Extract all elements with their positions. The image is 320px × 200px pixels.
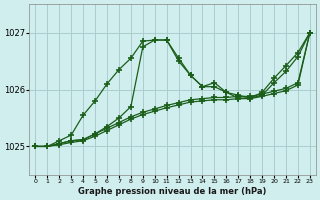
X-axis label: Graphe pression niveau de la mer (hPa): Graphe pression niveau de la mer (hPa)	[78, 187, 267, 196]
